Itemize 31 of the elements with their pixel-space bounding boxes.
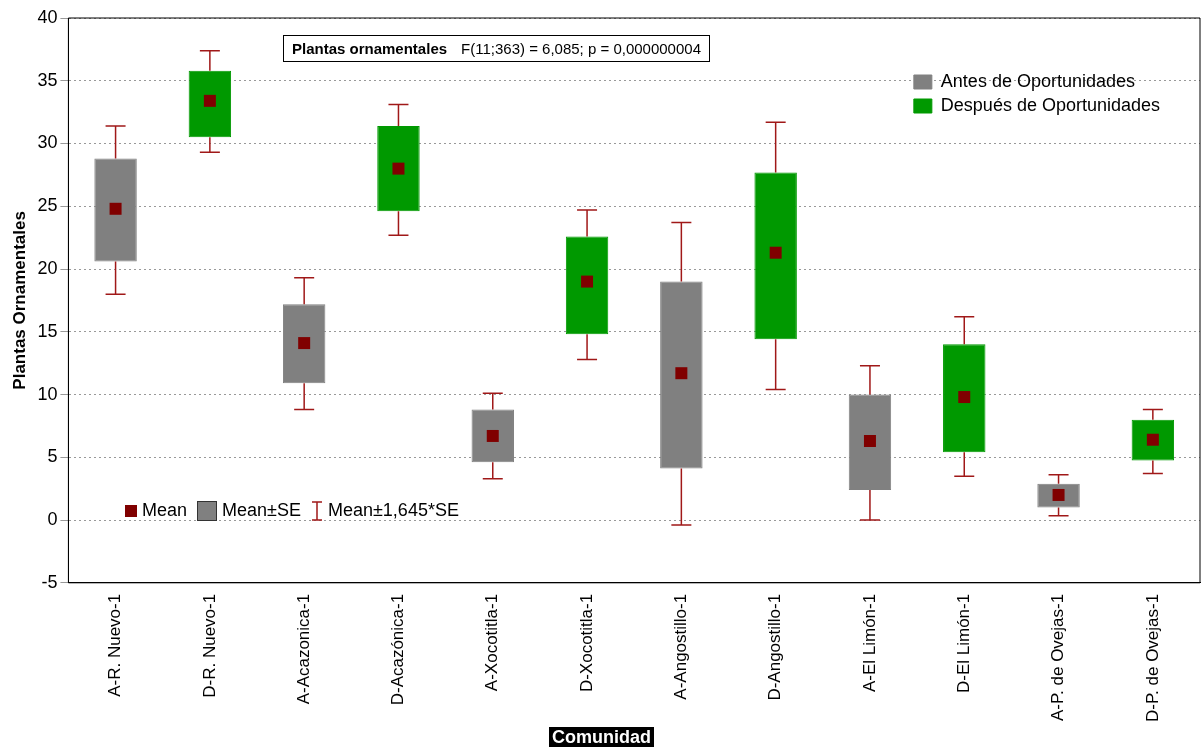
x-tick-label: D-Xocotitla-1: [576, 593, 596, 693]
legend-label: Antes de Oportunidades: [940, 70, 1135, 91]
x-tick-label: D-Acazónica-1: [388, 593, 408, 706]
y-tick-label: 10: [37, 383, 58, 404]
x-tick-label: D-R. Nuevo-1: [199, 593, 219, 698]
y-tick-label: 20: [37, 258, 58, 278]
y-tick-label: 25: [37, 195, 58, 216]
y-axis-title: Plantas Ornamentales: [9, 211, 29, 390]
x-tick-label: A-Xocotitla-1: [482, 593, 502, 692]
annotation: Mean±1,645*SE: [327, 500, 459, 521]
legend-label: Después de Oportunidades: [940, 94, 1161, 115]
x-tick-label: D-Angostillo-1: [765, 593, 785, 701]
y-tick-label: 0: [47, 509, 58, 530]
y-tick-label: 15: [37, 320, 58, 341]
x-tick-label: A-R. Nuevo-1: [105, 593, 125, 697]
annotation: Mean: [142, 500, 188, 521]
y-tick-label: 35: [37, 69, 58, 90]
x-tick-label: A-El Limón-1: [859, 593, 879, 693]
annotation: Mean±SE: [222, 500, 301, 521]
x-tick-label: A-Acazonica-1: [293, 593, 313, 705]
y-tick-label: 30: [37, 132, 58, 153]
x-axis-title: Comunidad: [549, 727, 654, 747]
x-tick-label: A-Angostillo-1: [671, 593, 691, 700]
x-tick-label: D-P. de Ovejas-1: [1142, 593, 1162, 723]
text: F(11;363) = 6,085; p = 0,000000004: [461, 40, 701, 57]
y-tick-label: 40: [37, 6, 58, 27]
y-tick-label: -5: [41, 571, 58, 592]
x-tick-label: A-P. de Ovejas-1: [1048, 593, 1068, 722]
x-tick-label: D-El Limón-1: [953, 593, 973, 694]
text: Plantas ornamentales: [292, 40, 448, 57]
y-tick-label: 5: [47, 446, 58, 467]
